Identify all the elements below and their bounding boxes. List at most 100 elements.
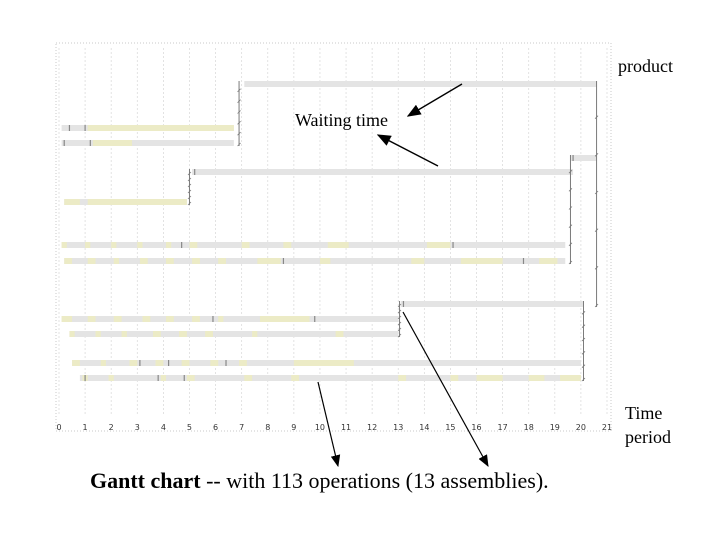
operation-segment — [181, 360, 190, 366]
connector-step — [397, 315, 402, 320]
connector-step — [568, 188, 573, 192]
connector-step — [594, 266, 599, 270]
gantt-bar — [61, 316, 399, 322]
connector-step — [237, 88, 241, 93]
x-tick-label: 5 — [187, 423, 192, 432]
operation-segment — [100, 360, 106, 366]
operation-segment — [69, 331, 75, 337]
x-tick-label: 18 — [524, 423, 534, 432]
assembly-connectors — [187, 81, 599, 382]
operation-segment — [61, 242, 67, 248]
operation-segment — [72, 360, 80, 366]
connector-step — [187, 177, 192, 182]
operation-segment — [218, 258, 227, 264]
x-tick-label: 2 — [109, 423, 114, 432]
waiting-arrow-down — [376, 134, 439, 167]
caption-text: -- with 113 operations (13 assemblies). — [200, 468, 549, 493]
operation-segment — [192, 316, 200, 322]
connector-step — [397, 303, 402, 308]
operation-segment — [398, 375, 407, 381]
operation-segment — [239, 360, 247, 366]
operation-segment — [87, 258, 96, 264]
x-tick-label: 8 — [265, 423, 270, 432]
connector-step — [237, 99, 241, 103]
gantt-bar — [61, 140, 234, 146]
operation-segment — [64, 258, 73, 264]
operation-segment — [165, 242, 172, 248]
connector-step — [581, 351, 586, 355]
operation-segment — [61, 316, 73, 322]
operation-segment — [87, 199, 187, 205]
connector-step — [594, 153, 599, 157]
operation-segment — [113, 316, 122, 322]
gantt-bar — [79, 375, 581, 381]
operation-segment — [152, 331, 161, 337]
operation-segment — [189, 242, 198, 248]
time-label: Time — [625, 403, 663, 423]
connector-step — [581, 324, 586, 328]
connector-step — [237, 131, 241, 136]
connector-step — [568, 260, 573, 265]
waiting-time-label: Waiting time — [295, 110, 389, 130]
operation-segment — [460, 258, 503, 264]
x-tick-label: 17 — [498, 423, 508, 432]
gantt-bar — [570, 155, 597, 161]
operation-segment — [476, 375, 503, 381]
operation-segment — [64, 199, 80, 205]
operation-segment — [319, 258, 331, 264]
connector-step — [568, 242, 573, 247]
operation-segment — [291, 375, 300, 381]
operation-segment — [121, 331, 127, 337]
operation-segment — [257, 258, 281, 264]
operation-segment — [205, 331, 213, 337]
operation-segment — [528, 375, 545, 381]
operation-segment — [244, 375, 253, 381]
x-tick-label: 1 — [83, 423, 88, 432]
connector-step — [581, 337, 586, 342]
operation-segment — [192, 258, 200, 264]
connector-step — [594, 190, 599, 195]
operation-segment — [293, 360, 354, 366]
x-tick-label: 12 — [367, 423, 377, 432]
operation-segment — [111, 242, 117, 248]
operation-segment — [85, 242, 91, 248]
annotation-arrows — [317, 83, 489, 468]
x-tick-label: 0 — [56, 423, 61, 432]
connector-step — [187, 183, 192, 188]
gantt-rows — [61, 81, 597, 381]
operation-segment — [95, 331, 101, 337]
x-axis-ticks: 0 1 2 3 4 5 6 7 8 9 10 11 12 13 14 15 16 17 18 19 20 21 — [56, 423, 612, 432]
connector-step — [568, 224, 573, 228]
waiting-arrow-up — [406, 83, 463, 117]
operation-segment — [92, 140, 133, 146]
x-tick-label: 19 — [550, 423, 560, 432]
caption-arrow-left — [317, 381, 341, 468]
x-tick-label: 16 — [471, 423, 481, 432]
operation-segment — [137, 242, 143, 248]
operation-segment — [160, 375, 166, 381]
gantt-bar — [192, 169, 574, 175]
chart-frame — [55, 42, 612, 432]
operation-segment — [539, 258, 558, 264]
operation-segment — [560, 375, 581, 381]
operation-segment — [186, 375, 195, 381]
operation-segment — [283, 242, 292, 248]
x-tick-label: 21 — [602, 423, 612, 432]
operation-segment — [87, 125, 234, 131]
x-tick-label: 13 — [393, 423, 403, 432]
connector-step — [594, 228, 599, 232]
connector-step — [397, 321, 402, 326]
connector-step — [397, 333, 402, 338]
caption-bold: Gantt chart — [90, 468, 201, 493]
connector-step — [397, 327, 402, 332]
connector-step — [594, 115, 599, 119]
grid-lines — [58, 48, 608, 416]
operation-segment — [139, 258, 148, 264]
operation-segment — [113, 258, 120, 264]
operation-segment — [252, 331, 258, 337]
x-tick-label: 14 — [419, 423, 429, 432]
operation-segment — [165, 316, 174, 322]
operation-segment — [241, 242, 250, 248]
operation-segment — [87, 316, 96, 322]
connector-step — [581, 377, 586, 382]
